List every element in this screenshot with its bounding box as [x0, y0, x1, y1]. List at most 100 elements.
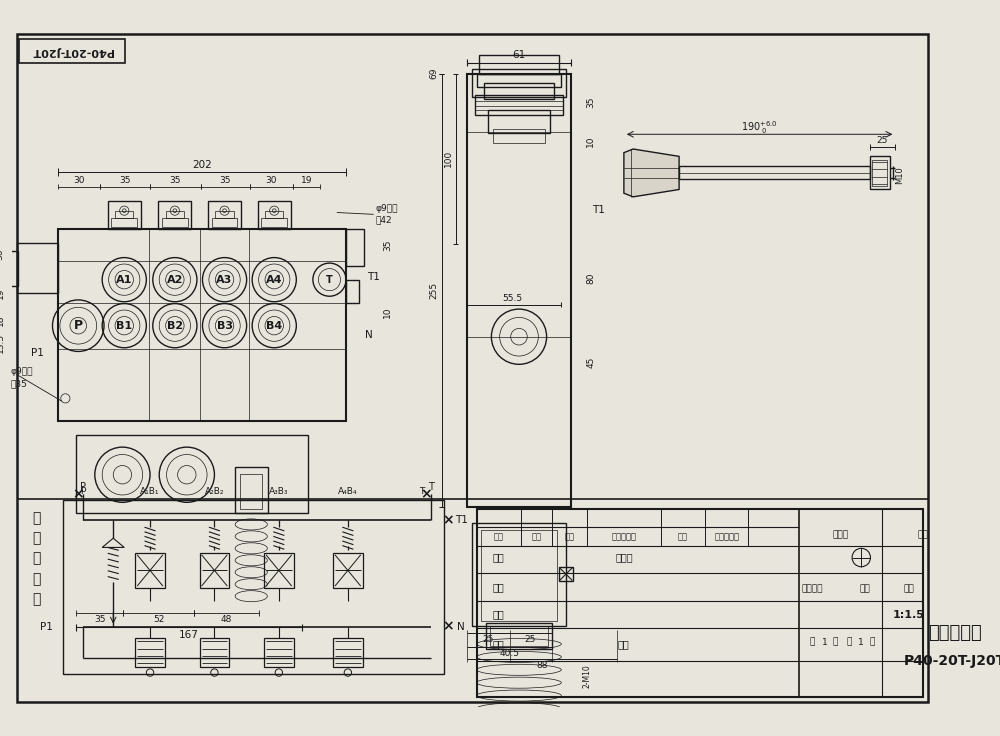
Text: 100: 100: [444, 149, 453, 167]
Bar: [235, 467, 268, 514]
Text: 图: 图: [33, 592, 41, 606]
Text: A4: A4: [266, 275, 282, 285]
Text: 35: 35: [383, 240, 392, 252]
Text: P40-20T-J20T: P40-20T-J20T: [31, 46, 113, 55]
Bar: [17, 243, 58, 294]
Text: 13.5: 13.5: [0, 333, 5, 353]
Text: 25: 25: [482, 635, 493, 644]
Text: 类型: 类型: [918, 530, 928, 539]
Text: φ9通孔: φ9通孔: [10, 367, 33, 376]
Bar: [484, 82, 554, 99]
Text: 10: 10: [586, 136, 595, 147]
Bar: [477, 74, 561, 88]
Text: 1: 1: [858, 637, 864, 647]
Text: A₂B₂: A₂B₂: [205, 486, 224, 496]
Text: M10: M10: [895, 166, 904, 184]
Text: 190$^{+6.0}_{\ 0}$: 190$^{+6.0}_{\ 0}$: [741, 119, 778, 136]
Text: 张: 张: [833, 637, 838, 647]
Bar: [479, 55, 559, 74]
Bar: [135, 637, 165, 667]
Bar: [212, 218, 237, 227]
Bar: [264, 553, 294, 588]
Text: T: T: [419, 486, 424, 496]
Bar: [870, 156, 890, 189]
Text: 2-M10: 2-M10: [583, 665, 592, 688]
Text: 高35: 高35: [10, 379, 27, 388]
Text: A₃B₃: A₃B₃: [269, 486, 289, 496]
Text: 35: 35: [170, 176, 181, 185]
Bar: [472, 523, 566, 626]
Text: N: N: [457, 622, 465, 631]
Text: 18: 18: [0, 314, 5, 326]
Text: B2: B2: [167, 321, 183, 330]
Text: 30: 30: [73, 176, 85, 185]
Text: 签名: 签名: [678, 532, 688, 541]
Text: 48: 48: [221, 615, 232, 623]
Text: 19: 19: [0, 288, 5, 300]
Text: A1: A1: [116, 275, 132, 285]
Text: B1: B1: [116, 321, 132, 330]
Text: T: T: [428, 481, 434, 492]
Text: T1: T1: [592, 205, 605, 215]
Bar: [135, 553, 165, 588]
Text: 设计: 设计: [493, 553, 505, 562]
Text: 共: 共: [810, 637, 815, 647]
Text: P: P: [74, 319, 83, 332]
Text: 25: 25: [877, 136, 888, 145]
Text: 35: 35: [94, 615, 106, 623]
Bar: [490, 626, 548, 646]
Bar: [333, 553, 363, 588]
Text: 36: 36: [0, 249, 5, 260]
Text: 第: 第: [847, 637, 852, 647]
Text: φ9通孔: φ9通孔: [375, 205, 398, 213]
Bar: [19, 38, 125, 63]
Text: 四联多路阀: 四联多路阀: [928, 624, 982, 642]
Text: 35: 35: [586, 96, 595, 108]
Text: N: N: [365, 330, 373, 340]
Text: 35: 35: [220, 176, 231, 185]
Text: 分区: 分区: [565, 532, 575, 541]
Text: P: P: [80, 486, 86, 496]
Bar: [261, 218, 287, 227]
Text: 校对: 校对: [493, 582, 505, 592]
Bar: [0, 257, 3, 280]
Bar: [486, 623, 552, 648]
Bar: [200, 637, 229, 667]
Bar: [477, 509, 923, 698]
Text: ×: ×: [442, 620, 454, 634]
Text: 30: 30: [266, 176, 277, 185]
Bar: [166, 210, 184, 218]
Text: 202: 202: [192, 160, 212, 170]
Text: 版本号: 版本号: [832, 530, 848, 539]
Text: P: P: [80, 481, 86, 492]
Text: 55.5: 55.5: [502, 294, 523, 302]
Bar: [264, 637, 294, 667]
Bar: [240, 474, 262, 509]
Text: ×: ×: [72, 487, 84, 501]
Bar: [58, 229, 346, 422]
Text: 张: 张: [870, 637, 875, 647]
Text: 更改文件号: 更改文件号: [611, 532, 636, 541]
Bar: [872, 160, 887, 185]
Bar: [467, 74, 571, 507]
Bar: [481, 530, 557, 621]
Text: 工艺: 工艺: [493, 639, 505, 649]
Bar: [162, 218, 188, 227]
Text: 压: 压: [33, 531, 41, 545]
Text: 61: 61: [512, 50, 526, 60]
Bar: [208, 202, 241, 229]
Text: B4: B4: [266, 321, 282, 330]
Text: 88: 88: [536, 661, 548, 670]
Text: 阶段标记: 阶段标记: [802, 584, 823, 593]
Polygon shape: [624, 149, 679, 197]
Text: A₁B₁: A₁B₁: [140, 486, 160, 496]
Text: T1: T1: [367, 272, 380, 282]
Bar: [76, 435, 308, 514]
Text: A₄B₄: A₄B₄: [338, 486, 358, 496]
Bar: [346, 229, 364, 266]
Text: 255: 255: [430, 282, 439, 299]
Text: ×: ×: [420, 487, 432, 501]
Text: 52: 52: [153, 615, 164, 623]
Text: P1: P1: [31, 348, 44, 358]
Text: 审核: 审核: [493, 609, 505, 620]
